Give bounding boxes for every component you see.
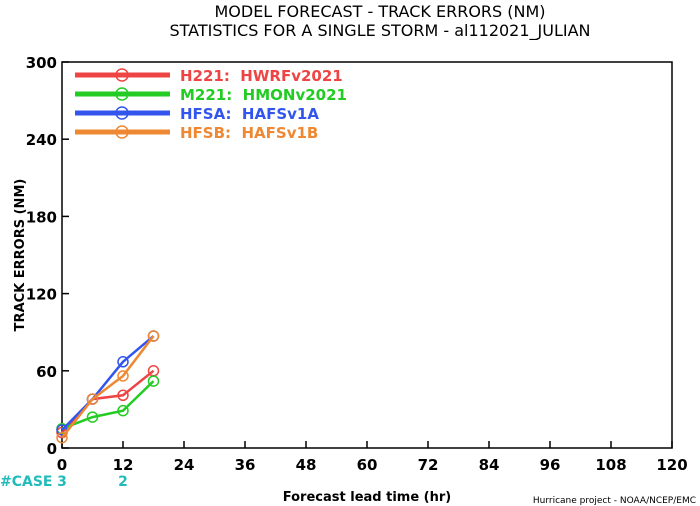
y-tick-label: 120 bbox=[26, 286, 57, 304]
x-tick-label: 96 bbox=[540, 456, 561, 474]
y-tick-label: 60 bbox=[36, 363, 57, 381]
data-point bbox=[117, 370, 129, 382]
series-line bbox=[61, 335, 155, 439]
chart-title: MODEL FORECAST - TRACK ERRORS (NM) bbox=[214, 2, 545, 21]
chart-subtitle: STATISTICS FOR A SINGLE STORM - al112021… bbox=[169, 21, 590, 41]
legend-marker bbox=[115, 68, 129, 82]
y-tick-label: 300 bbox=[26, 54, 57, 72]
x-tick-label: 0 bbox=[57, 456, 67, 474]
series-hfsb bbox=[56, 330, 160, 444]
case-count: 3 bbox=[57, 474, 67, 490]
legend-label: HFSA: HAFSv1A bbox=[180, 105, 319, 123]
x-tick-label: 108 bbox=[595, 456, 626, 474]
data-point bbox=[117, 356, 129, 368]
legend-label: M221: HMONv2021 bbox=[180, 86, 347, 104]
legend-marker bbox=[115, 87, 129, 101]
x-tick-label: 36 bbox=[235, 456, 256, 474]
x-tick-label: 12 bbox=[113, 456, 134, 474]
series-layer bbox=[56, 330, 160, 444]
x-tick-label: 60 bbox=[357, 456, 378, 474]
y-tick-label: 180 bbox=[26, 208, 57, 226]
x-axis-label: Forecast lead time (hr) bbox=[283, 490, 451, 505]
data-point bbox=[86, 393, 99, 405]
x-tick-label: 72 bbox=[418, 456, 439, 474]
plot-frame bbox=[61, 61, 673, 449]
data-point bbox=[86, 411, 99, 423]
data-point bbox=[117, 404, 129, 417]
case-counts: #CASE 3 2 bbox=[0, 474, 128, 490]
y-axis-label: TRACK ERRORS (NM) bbox=[13, 179, 28, 332]
legend-marker bbox=[115, 125, 129, 139]
y-axis: 0 60 120 180 240 300 bbox=[26, 54, 69, 458]
series-line bbox=[61, 380, 155, 430]
x-tick-label: 84 bbox=[479, 456, 500, 474]
data-point bbox=[56, 431, 68, 444]
data-point bbox=[117, 389, 129, 401]
x-tick-label: 120 bbox=[656, 456, 687, 474]
series-hfsa bbox=[56, 330, 160, 436]
series-h221 bbox=[56, 365, 160, 439]
data-point bbox=[147, 375, 160, 387]
credit-text: Hurricane project - NOAA/NCEP/EMC bbox=[533, 496, 696, 506]
data-point bbox=[147, 330, 160, 342]
x-axis: 0 12 24 36 48 60 72 84 96 108 120 bbox=[57, 441, 688, 474]
legend-marker bbox=[115, 106, 129, 120]
legend-label: H221: HWRFv2021 bbox=[180, 67, 343, 85]
y-tick-label: 0 bbox=[47, 440, 57, 458]
y-tick-label: 240 bbox=[26, 131, 57, 149]
legend-label: HFSB: HAFSv1B bbox=[180, 124, 318, 142]
x-tick-label: 48 bbox=[296, 456, 317, 474]
x-tick-label: 24 bbox=[174, 456, 195, 474]
case-label: #CASE bbox=[0, 474, 53, 490]
series-line bbox=[61, 335, 155, 431]
case-count: 2 bbox=[118, 474, 128, 490]
